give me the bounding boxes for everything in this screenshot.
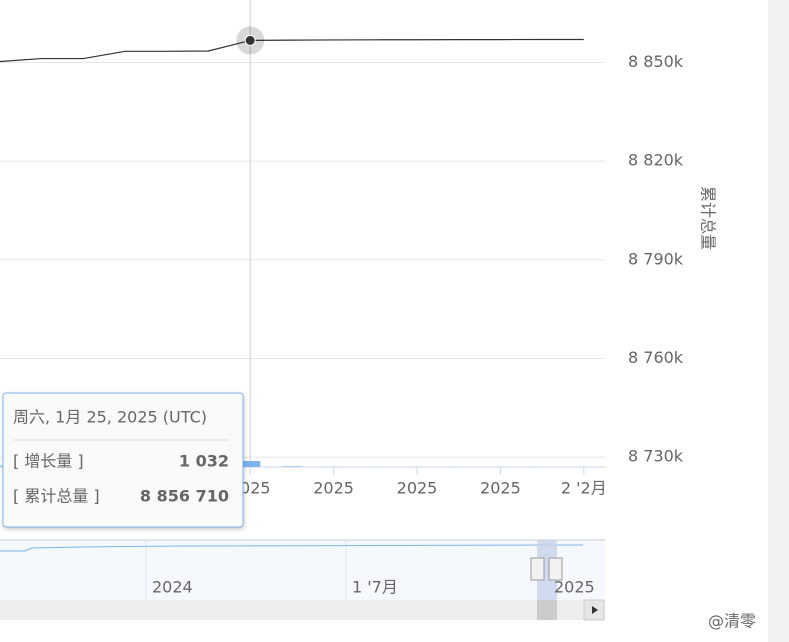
series-line xyxy=(0,38,584,63)
tooltip: 周六, 1月 25, 2025 (UTC) [ 增长量 ] 1 032 [ 累计… xyxy=(2,392,244,528)
point xyxy=(244,34,256,46)
x-tick-label: 2 '2月 xyxy=(561,479,607,498)
navigator-selection[interactable] xyxy=(537,540,557,600)
tooltip-value: 1 032 xyxy=(179,452,229,471)
x-tick-label: 2025 xyxy=(313,479,354,498)
tooltip-value: 8 856 710 xyxy=(140,487,229,506)
y-tick-label: 8 790k xyxy=(628,249,684,268)
x-tick-label: 2025 xyxy=(480,479,521,498)
tooltip-label: [ 累计总量 ] xyxy=(13,487,100,506)
scroll-arrow xyxy=(592,606,598,614)
y-tick-label: 8 730k xyxy=(628,447,684,466)
watermark: @清零 xyxy=(708,612,756,631)
navigator-bg xyxy=(0,540,605,600)
y-axis-title: 累计总量 xyxy=(699,186,718,250)
navigator-label: 2025 xyxy=(554,578,595,597)
scrollbar-thumb[interactable] xyxy=(537,600,557,620)
side-strip xyxy=(768,0,789,642)
navigator-label: 2024 xyxy=(152,578,193,597)
y-tick-label: 8 820k xyxy=(628,151,684,170)
navigator-label: 1 '7月 xyxy=(352,578,398,597)
tooltip-title: 周六, 1月 25, 2025 (UTC) xyxy=(13,408,207,427)
tooltip-label: [ 增长量 ] xyxy=(13,452,84,471)
y-tick-label: 8 850k xyxy=(628,52,684,71)
navigator-series xyxy=(0,544,584,552)
y-tick-label: 8 760k xyxy=(628,348,684,367)
navigator: 2024 1 '7月 2025 xyxy=(0,539,605,621)
scrollbar-track[interactable] xyxy=(0,600,605,620)
navigator-handle[interactable] xyxy=(530,557,545,581)
bar xyxy=(240,460,261,467)
navigator-handle[interactable] xyxy=(548,557,563,581)
bar xyxy=(281,466,302,467)
x-tick-label: 2025 xyxy=(397,479,438,498)
tooltip-box xyxy=(2,392,244,528)
